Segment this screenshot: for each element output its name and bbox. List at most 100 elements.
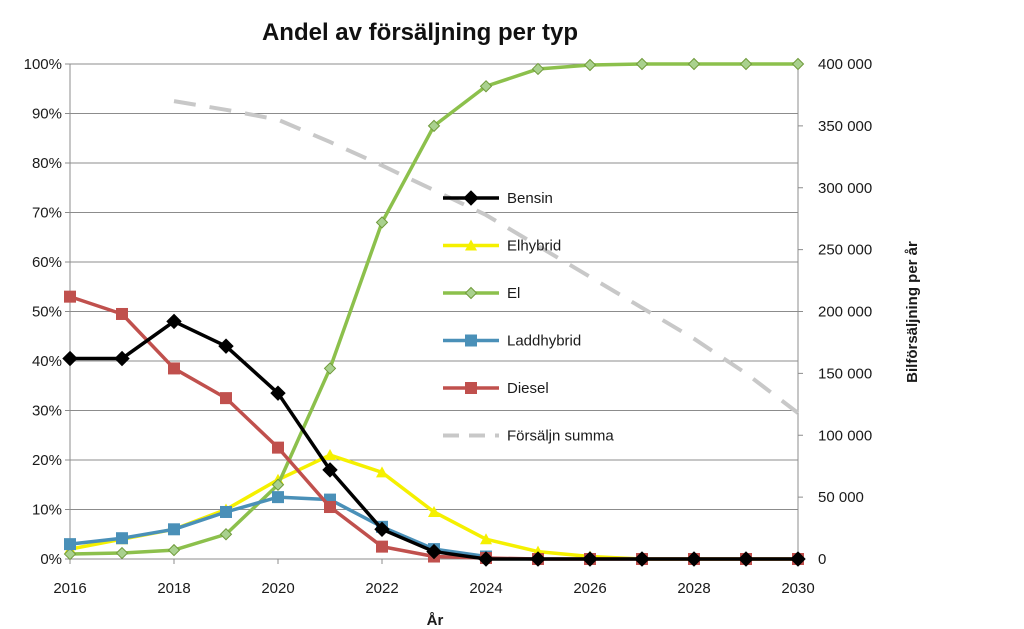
x-tick-label: 2018 — [157, 580, 190, 597]
legend-marker — [465, 334, 477, 347]
data-point — [791, 57, 805, 71]
series-line — [69, 62, 798, 556]
data-point — [687, 57, 701, 71]
y2-tick-label: 150 000 — [818, 365, 872, 382]
legend-item: El — [443, 285, 520, 302]
data-point — [270, 385, 286, 401]
data-point — [427, 119, 441, 133]
data-point — [738, 551, 754, 567]
data-point — [324, 501, 336, 514]
data-point — [739, 57, 753, 71]
series-bensin — [62, 313, 806, 567]
data-point — [271, 478, 285, 491]
data-point — [116, 532, 128, 545]
y2-tick-label: 200 000 — [818, 304, 872, 321]
data-point — [374, 521, 390, 538]
series-el — [63, 57, 805, 561]
legend-label: Elhybrid — [507, 238, 561, 255]
y-tick-label: 80% — [32, 155, 62, 172]
legend: Bensin Elhybrid El Laddhybrid Diesel Försäljn… — [443, 190, 614, 445]
data-point — [583, 58, 597, 72]
y-tick-label: 10% — [32, 502, 62, 519]
data-point — [480, 533, 492, 545]
y2-tick-label: 0 — [818, 551, 826, 568]
data-point — [478, 551, 494, 567]
legend-item: Diesel — [443, 380, 549, 397]
data-point — [479, 80, 493, 93]
data-point — [116, 307, 128, 320]
y2-tick-label: 300 000 — [818, 180, 872, 197]
data-point — [790, 551, 806, 567]
x-tick-label: 2028 — [677, 580, 710, 597]
x-tick-label: 2022 — [365, 580, 398, 597]
legend-item: Bensin — [443, 190, 553, 207]
y-tick-label: 70% — [32, 205, 62, 222]
data-point — [64, 538, 76, 551]
data-point — [167, 543, 181, 557]
data-point — [531, 62, 545, 76]
data-point — [220, 392, 232, 405]
gridlines — [70, 63, 798, 560]
data-point — [168, 362, 180, 375]
legend-label: Laddhybrid — [507, 333, 581, 350]
y2-tick-label: 100 000 — [818, 427, 872, 444]
y2-tick-label: 400 000 — [818, 56, 872, 73]
y-tick-label: 60% — [32, 254, 62, 271]
x-tick-label: 2026 — [573, 580, 606, 597]
legend-marker — [463, 190, 479, 206]
data-point — [219, 528, 233, 541]
data-point — [62, 350, 78, 367]
y-tick-label: 0% — [40, 551, 62, 568]
y-tick-label: 90% — [32, 106, 62, 123]
legend-item: Försäljn summa — [443, 428, 614, 445]
legend-marker — [465, 239, 477, 251]
legend-label: Diesel — [507, 380, 549, 397]
series-line — [69, 294, 798, 561]
series-line — [173, 99, 800, 415]
y-tick-label: 50% — [32, 304, 62, 321]
y2-tick-label: 250 000 — [818, 242, 872, 259]
legend-marker — [464, 286, 478, 300]
y2-tick-label: 350 000 — [818, 118, 872, 135]
y-tick-label: 30% — [32, 403, 62, 420]
legend-label: El — [507, 285, 520, 302]
data-point — [323, 362, 337, 375]
data-point — [375, 216, 389, 229]
legend-item: Laddhybrid — [443, 333, 581, 350]
y-tick-label: 100% — [24, 56, 62, 73]
y-tick-label: 20% — [32, 452, 62, 469]
series-f-rs-ljn-summa — [173, 99, 800, 415]
data-point — [530, 551, 546, 567]
y-tick-label: 40% — [32, 353, 62, 370]
legend-label: Bensin — [507, 190, 553, 207]
data-point — [322, 462, 338, 478]
data-point — [376, 466, 388, 478]
x-axis-label: År — [427, 612, 444, 629]
axes: 0% 10% 20% 30% 40% 50% 60% 70% 80% 90% 100% 0 50 000… — [24, 56, 873, 597]
legend-marker — [465, 382, 477, 394]
data-point — [115, 546, 129, 560]
data-point — [686, 551, 702, 567]
y2-axis-label: Bilförsäljning per år — [904, 241, 921, 383]
data-point — [376, 540, 388, 553]
legend-item: Elhybrid — [443, 238, 561, 255]
data-point — [64, 290, 76, 303]
data-point — [114, 350, 130, 367]
data-point — [220, 505, 232, 518]
data-point — [582, 551, 598, 567]
data-point — [428, 505, 440, 517]
data-point — [324, 449, 336, 461]
series-layer — [62, 57, 806, 567]
data-point — [168, 523, 180, 536]
data-point — [166, 313, 182, 330]
data-point — [218, 338, 234, 354]
x-tick-label: 2016 — [53, 580, 86, 597]
y2-tick-label: 50 000 — [818, 489, 864, 506]
x-tick-label: 2020 — [261, 580, 294, 597]
legend-label: Försäljn summa — [507, 428, 614, 445]
data-point — [635, 57, 649, 71]
chart-title: Andel av försäljning per typ — [262, 19, 578, 46]
x-tick-label: 2024 — [469, 580, 502, 597]
data-point — [426, 543, 442, 560]
